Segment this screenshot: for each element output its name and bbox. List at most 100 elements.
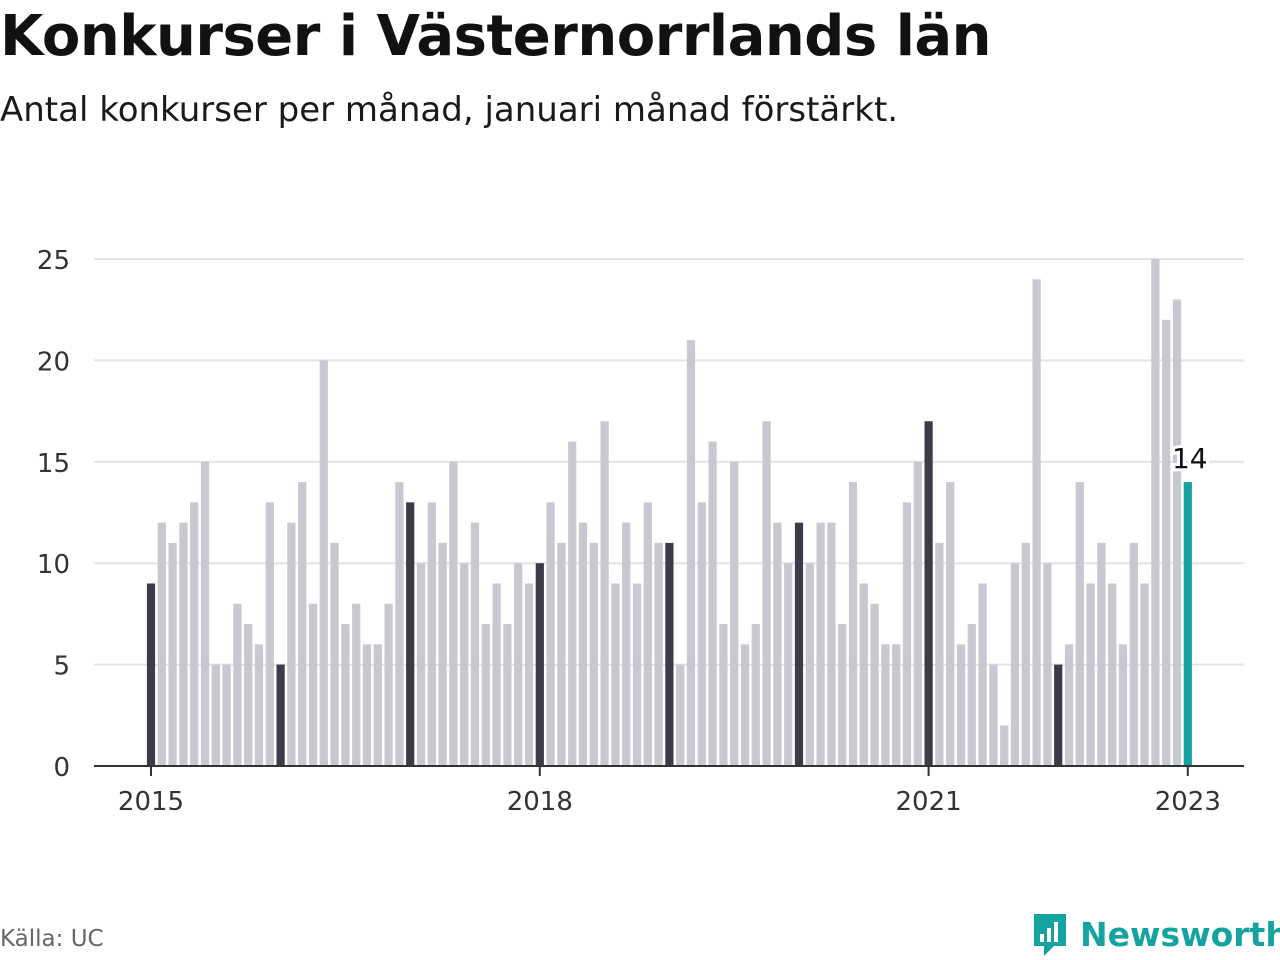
bar (611, 583, 620, 766)
bar (762, 421, 771, 766)
bar (956, 644, 966, 766)
last-value-label: 14 (1172, 442, 1208, 475)
bar (1043, 563, 1052, 766)
bar (708, 441, 717, 766)
bar (870, 603, 879, 766)
y-tick-label: 25 (37, 246, 70, 276)
bar (676, 664, 685, 766)
y-tick-label: 5 (53, 652, 70, 682)
bar (730, 461, 739, 766)
source-note: Källa: UC (0, 926, 104, 952)
bar (816, 522, 825, 766)
chart-title: Konkurser i Västernorrlands län (0, 4, 992, 69)
bar (200, 461, 210, 766)
y-tick-label: 10 (37, 550, 70, 580)
bar (848, 482, 858, 766)
bar (1064, 644, 1074, 766)
bar (168, 542, 177, 766)
bar (384, 603, 393, 766)
bar (719, 624, 728, 766)
bar (395, 482, 404, 766)
bar (1021, 542, 1030, 766)
x-tick-label: 2023 (1155, 787, 1221, 817)
bar (1183, 482, 1192, 766)
bar (276, 664, 285, 766)
bar (913, 461, 922, 766)
bar (416, 563, 426, 766)
bar (892, 644, 901, 766)
bars (146, 259, 1192, 766)
x-tick-label: 2021 (896, 787, 962, 817)
data-labels: 14 (1169, 439, 1211, 478)
bar (211, 664, 220, 766)
bar (740, 644, 750, 766)
bar (751, 624, 760, 766)
bar (362, 644, 372, 766)
bar (557, 542, 566, 766)
bar (784, 563, 793, 766)
bar (1054, 664, 1063, 766)
chart-subtitle: Antal konkurser per månad, januari månad… (0, 90, 899, 130)
bar (1118, 644, 1128, 766)
bar (568, 441, 577, 766)
bar (643, 502, 652, 766)
bar (989, 664, 998, 766)
bar (838, 624, 847, 766)
bar (1140, 583, 1149, 766)
bar (805, 563, 814, 766)
brand[interactable]: Newsworthy (1030, 910, 1280, 958)
bar-chart: 0 5 10 15 20 25 2015 2018 2021 2023 14 (37, 246, 1244, 817)
bar (1075, 482, 1084, 766)
bar (654, 542, 663, 766)
bar (157, 522, 166, 766)
bar (438, 542, 447, 766)
bar (697, 502, 706, 766)
bar (298, 482, 307, 766)
bar (352, 603, 361, 766)
bar (460, 563, 469, 766)
bar (1000, 725, 1009, 766)
bar (946, 482, 955, 766)
bar (1151, 259, 1160, 766)
bar (373, 644, 382, 766)
y-tick-label: 15 (37, 449, 70, 479)
bar (233, 603, 242, 766)
bar (503, 624, 512, 766)
bar (535, 563, 544, 766)
x-tick-label: 2018 (507, 787, 573, 817)
bar (902, 502, 912, 766)
bar (1129, 542, 1138, 766)
bar (1032, 279, 1041, 766)
bar (427, 502, 436, 766)
bar (1097, 542, 1106, 766)
bar (470, 522, 480, 766)
bar (859, 583, 868, 766)
bar (578, 522, 588, 766)
bar (935, 542, 944, 766)
bar (319, 360, 328, 766)
bar (222, 664, 231, 766)
bar (287, 522, 296, 766)
bar (978, 583, 987, 766)
bar (967, 624, 976, 766)
bar (881, 644, 890, 766)
bar (546, 502, 555, 766)
axes: 0 5 10 15 20 25 2015 2018 2021 2023 (37, 246, 1244, 817)
y-tick-label: 0 (53, 753, 70, 783)
bar (1162, 319, 1171, 766)
bar (308, 603, 318, 766)
bar (632, 583, 642, 766)
bar (341, 624, 350, 766)
bar (481, 624, 490, 766)
bar (514, 563, 523, 766)
bar (827, 522, 836, 766)
bar (1172, 299, 1182, 766)
bar (622, 522, 631, 766)
bar (254, 644, 264, 766)
newsworthy-logo-icon (1034, 914, 1066, 956)
bar (244, 624, 253, 766)
bar (1108, 583, 1117, 766)
bar (265, 502, 274, 766)
bar (179, 522, 188, 766)
bar (773, 522, 782, 766)
